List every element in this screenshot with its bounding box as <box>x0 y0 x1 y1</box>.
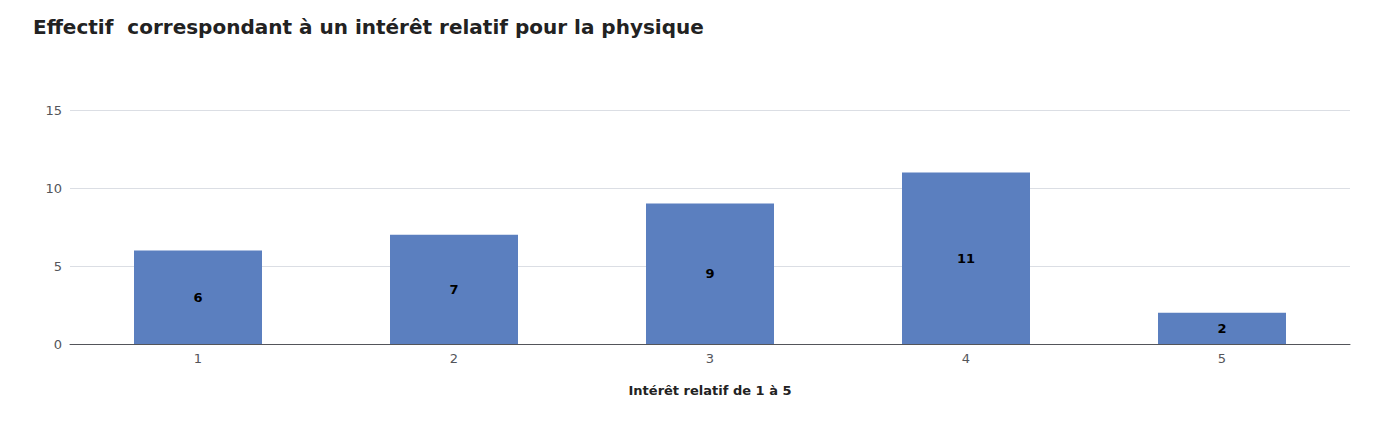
svg-text:Intérêt relatif de 1 à 5: Intérêt relatif de 1 à 5 <box>629 383 792 398</box>
svg-text:2: 2 <box>1217 321 1226 336</box>
svg-text:15: 15 <box>45 103 62 118</box>
svg-text:10: 10 <box>45 181 62 196</box>
svg-text:5: 5 <box>1218 351 1226 366</box>
svg-text:Effectif correspondant à un i: Effectif correspondant à un intérêt rela… <box>33 15 704 39</box>
svg-text:5: 5 <box>54 259 62 274</box>
svg-text:4: 4 <box>962 351 970 366</box>
svg-text:1: 1 <box>194 351 202 366</box>
svg-text:7: 7 <box>449 282 458 297</box>
svg-text:0: 0 <box>54 337 62 352</box>
svg-text:11: 11 <box>957 251 975 266</box>
svg-text:3: 3 <box>706 351 714 366</box>
svg-text:6: 6 <box>193 290 202 305</box>
svg-text:2: 2 <box>450 351 458 366</box>
svg-text:9: 9 <box>705 266 714 281</box>
